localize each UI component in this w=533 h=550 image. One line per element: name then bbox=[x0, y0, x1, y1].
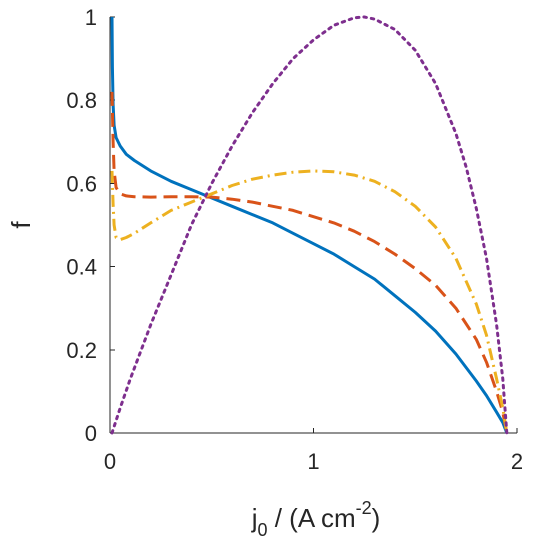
x-axis-label-main: j bbox=[251, 503, 258, 533]
x-tick-label: 2 bbox=[511, 449, 523, 474]
x-axis-label-sub: 0 bbox=[257, 520, 267, 540]
x-tick-label: 0 bbox=[104, 449, 116, 474]
series-line-dash-dot bbox=[110, 169, 509, 434]
x-axis-label: j0 / (A cm-2) bbox=[251, 498, 381, 540]
y-tick-label: 1 bbox=[85, 5, 97, 30]
y-tick-label: 0.4 bbox=[66, 255, 97, 280]
series-line-dotted bbox=[110, 15, 509, 435]
series-line-solid bbox=[110, 16, 509, 434]
y-tick-label: 0.6 bbox=[66, 171, 97, 196]
y-tick-label: 0 bbox=[85, 421, 97, 446]
x-axis-label-close: ) bbox=[372, 503, 381, 533]
series-line-dashed bbox=[110, 91, 509, 434]
y-tick-label: 0.2 bbox=[66, 338, 97, 363]
y-axis-label: f bbox=[6, 221, 36, 229]
x-axis-label-sup: -2 bbox=[356, 498, 372, 518]
y-tick-label: 0.8 bbox=[66, 88, 97, 113]
series-layer bbox=[110, 15, 509, 435]
tick-labels: 0 1 2 0 0.2 0.4 0.6 0.8 1 bbox=[66, 5, 523, 474]
axes bbox=[109, 16, 518, 434]
x-axis-label-rest: / (A cm bbox=[267, 503, 355, 533]
x-tick-label: 1 bbox=[307, 449, 319, 474]
